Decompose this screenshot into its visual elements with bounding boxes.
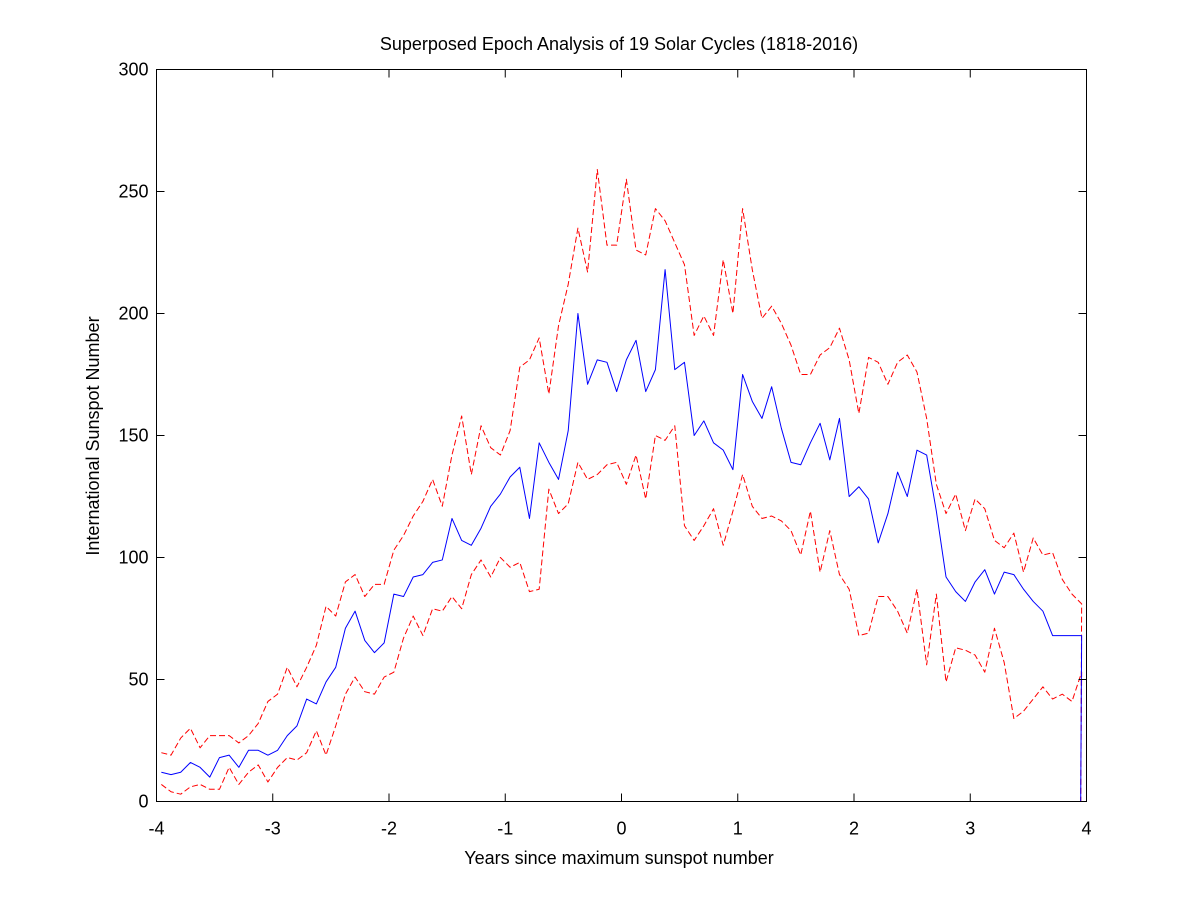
y-tick-label: 300 <box>118 60 148 80</box>
y-tick-label: 50 <box>128 670 148 690</box>
y-axis: 0 50 100 150 200 250 300 <box>118 60 1087 812</box>
x-tick-label: 4 <box>1081 819 1091 839</box>
x-tick-label: 1 <box>733 819 743 839</box>
y-tick-label: 200 <box>118 304 148 324</box>
upper-bound-line <box>161 169 1083 802</box>
x-tick-label: 2 <box>849 819 859 839</box>
x-axis: -4 -3 -2 -1 0 1 2 3 4 <box>148 69 1092 839</box>
x-tick-label: 3 <box>965 819 975 839</box>
plot-area: -4 -3 -2 -1 0 1 2 3 4 0 50 100 150 200 250 300 <box>118 60 1091 839</box>
y-tick-label: 0 <box>138 792 148 812</box>
x-tick-label: -4 <box>148 819 164 839</box>
x-tick-label: -1 <box>497 819 513 839</box>
x-axis-label: Years since maximum sunspot number <box>464 848 773 868</box>
y-tick-label: 100 <box>118 548 148 568</box>
chart-title: Superposed Epoch Analysis of 19 Solar Cy… <box>380 34 858 54</box>
mean-line <box>161 269 1083 802</box>
x-tick-label: 0 <box>616 819 626 839</box>
x-tick-label: -3 <box>265 819 281 839</box>
y-axis-label: International Sunspot Number <box>83 316 103 555</box>
y-tick-label: 250 <box>118 182 148 202</box>
series-layer <box>161 169 1083 802</box>
lower-bound-line <box>161 425 1083 802</box>
x-tick-label: -2 <box>381 819 397 839</box>
y-tick-label: 150 <box>118 426 148 446</box>
